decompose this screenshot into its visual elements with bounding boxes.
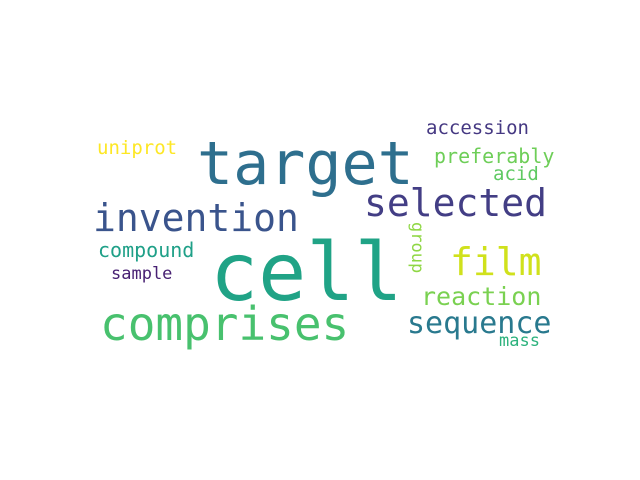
word-uniprot: uniprot xyxy=(97,139,177,158)
word-compound: compound xyxy=(98,240,194,260)
word-comprises: comprises xyxy=(100,301,349,347)
word-accession: accession xyxy=(426,119,529,138)
word-reaction: reaction xyxy=(421,284,541,309)
word-selected: selected xyxy=(364,184,547,222)
word-invention: invention xyxy=(93,199,299,237)
word-mass: mass xyxy=(499,333,540,350)
word-film: film xyxy=(450,243,542,281)
word-sample: sample xyxy=(111,266,172,283)
word-group: group xyxy=(408,222,425,273)
word-acid: acid xyxy=(493,165,539,184)
